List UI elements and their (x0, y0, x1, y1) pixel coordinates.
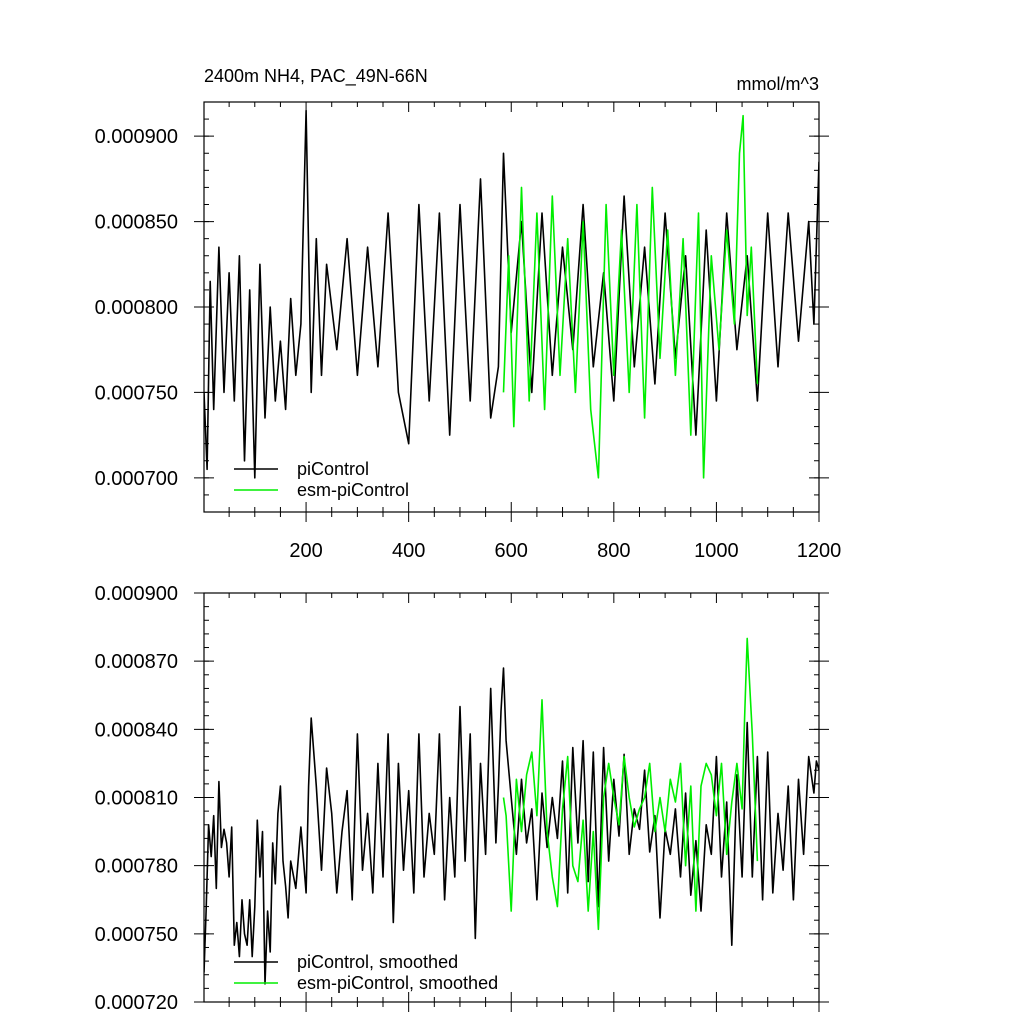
chart-title: 2400m NH4, PAC_49N-66N (204, 66, 428, 87)
series-line-esm-picontrol-smoothed (502, 637, 759, 931)
y-tick-label: 0.000850 (95, 212, 178, 234)
y-tick-label: 0.000800 (95, 297, 178, 319)
top-panel: 200 400 600 800 1000 1200 0.000700 0.000750 0.00… (95, 66, 842, 562)
x-tick-label: 400 (392, 540, 425, 562)
legend-label: esm-piControl, smoothed (297, 973, 498, 993)
y-tick-label: 0.000720 (95, 992, 178, 1014)
y-tick-label: 0.000900 (95, 126, 178, 148)
legend-label: piControl (297, 459, 369, 479)
series-line-picontrol-smoothed (204, 667, 819, 985)
plot-frame (203, 101, 820, 513)
y-tick-label: 0.000780 (95, 856, 178, 878)
y-tick-label: 0.000750 (95, 924, 178, 946)
legend-label: piControl, smoothed (297, 952, 458, 972)
x-tick-label: 600 (495, 540, 528, 562)
x-tick-label: 1000 (694, 540, 739, 562)
y-tick-label: 0.000700 (95, 468, 178, 490)
unit-label: mmol/m^3 (737, 74, 819, 94)
y-tick-label: 0.000810 (95, 788, 178, 810)
series-line-esm-picontrol (502, 114, 759, 479)
x-tick-label: 1200 (797, 540, 842, 562)
x-tick-label: 800 (597, 540, 630, 562)
bottom-panel: 0.000720 0.000750 0.000780 0.000810 0.000840… (95, 583, 829, 1014)
x-tick-label: 200 (289, 540, 322, 562)
y-tick-label: 0.000870 (95, 651, 178, 673)
y-tick-label: 0.000900 (95, 583, 178, 605)
legend-label: esm-piControl (297, 480, 409, 500)
y-tick-label: 0.000750 (95, 382, 178, 404)
series-line-picontrol (204, 109, 819, 479)
y-tick-label: 0.000840 (95, 719, 178, 741)
